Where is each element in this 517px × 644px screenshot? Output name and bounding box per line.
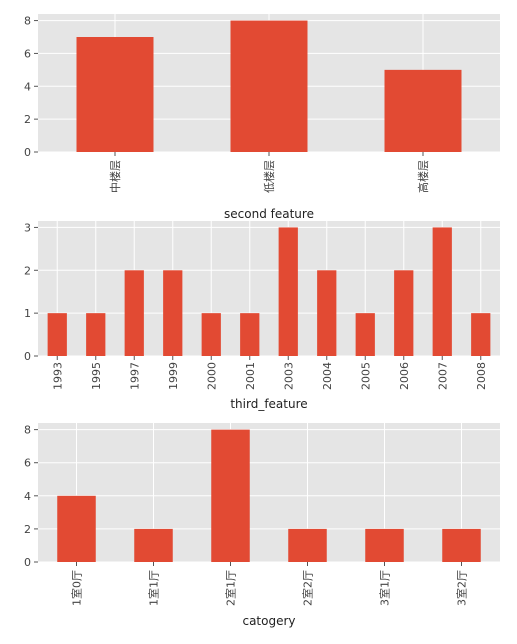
x-tick-label: 2室1厅 bbox=[224, 570, 238, 606]
x-tick-label: 3室2厅 bbox=[455, 570, 469, 606]
y-tick-label: 1 bbox=[24, 307, 31, 320]
bar-2005 bbox=[355, 313, 375, 356]
bar-低楼层 bbox=[230, 20, 308, 153]
bar-高楼层 bbox=[384, 69, 462, 152]
bar-3室1厅 bbox=[365, 528, 404, 562]
x-tick-label: 2004 bbox=[321, 362, 334, 390]
bar-1室1厅 bbox=[134, 528, 173, 562]
y-tick-label: 2 bbox=[24, 113, 31, 126]
x-tick-label: 2室2厅 bbox=[301, 570, 315, 606]
bar-1993 bbox=[47, 313, 67, 356]
bar-2000 bbox=[201, 313, 221, 356]
y-tick-label: 4 bbox=[24, 80, 31, 93]
x-tick-label: 高楼层 bbox=[416, 160, 430, 193]
chart-panel-3: 0 2 4 6 8 1室0厅 1室1厅 2室1厅 2室2厅 3室1厅 3室2厅 catogery bbox=[24, 423, 500, 628]
x-tick-label: 低楼层 bbox=[262, 160, 276, 193]
y-tick-label: 0 bbox=[24, 350, 31, 363]
x-tick-label: 1995 bbox=[90, 362, 103, 390]
x-axis-title: second feature bbox=[224, 207, 314, 221]
x-tick-label: 2005 bbox=[359, 362, 372, 390]
x-tick-label: 1993 bbox=[51, 362, 64, 390]
bar-2006 bbox=[394, 270, 414, 356]
x-tick-label: 1999 bbox=[167, 362, 180, 390]
bar-2004 bbox=[317, 270, 337, 356]
chart-panel-2: 0 1 2 3 1993 1995 1997 1999 2000 2001 2003 2004 2005… bbox=[24, 221, 500, 411]
bar-2008 bbox=[471, 313, 491, 356]
y-tick-label: 8 bbox=[24, 15, 31, 28]
plot-background bbox=[38, 423, 500, 562]
x-axis-title: catogery bbox=[242, 614, 295, 628]
bar-中楼层 bbox=[76, 37, 154, 152]
bar-1995 bbox=[86, 313, 106, 356]
y-tick-label: 6 bbox=[24, 47, 31, 60]
x-tick-label: 2006 bbox=[398, 362, 411, 390]
x-axis-title: third_feature bbox=[230, 397, 307, 411]
bar-1室0厅 bbox=[57, 495, 96, 562]
x-tick-label: 1室0厅 bbox=[70, 570, 84, 606]
bar-2室1厅 bbox=[211, 429, 250, 562]
plot-background bbox=[38, 221, 500, 356]
y-tick-label: 0 bbox=[24, 556, 31, 569]
bar-1997 bbox=[124, 270, 144, 356]
y-tick-label: 6 bbox=[24, 457, 31, 470]
y-tick-label: 0 bbox=[24, 146, 31, 159]
bar-2室2厅 bbox=[288, 528, 327, 562]
bar-2003 bbox=[278, 227, 298, 356]
chart-panel-1: 0 2 4 6 8 中楼层 低楼层 高楼层 second feature bbox=[24, 14, 500, 221]
bar-3室2厅 bbox=[442, 528, 481, 562]
bar-2007 bbox=[432, 227, 452, 356]
y-tick-label: 2 bbox=[24, 523, 31, 536]
y-tick-label: 8 bbox=[24, 424, 31, 437]
x-tick-label: 2003 bbox=[282, 362, 295, 390]
y-tick-label: 4 bbox=[24, 490, 31, 503]
x-tick-label: 2008 bbox=[475, 362, 488, 390]
y-tick-label: 3 bbox=[24, 221, 31, 234]
x-tick-label: 中楼层 bbox=[108, 160, 122, 193]
x-tick-label: 1室1厅 bbox=[147, 570, 161, 606]
bar-1999 bbox=[163, 270, 183, 356]
x-tick-label: 3室1厅 bbox=[378, 570, 392, 606]
bar-2001 bbox=[240, 313, 260, 356]
y-tick-label: 2 bbox=[24, 264, 31, 277]
x-tick-label: 2000 bbox=[205, 362, 218, 390]
x-tick-label: 1997 bbox=[128, 362, 141, 390]
x-tick-label: 2007 bbox=[436, 362, 449, 390]
x-tick-label: 2001 bbox=[244, 362, 257, 390]
